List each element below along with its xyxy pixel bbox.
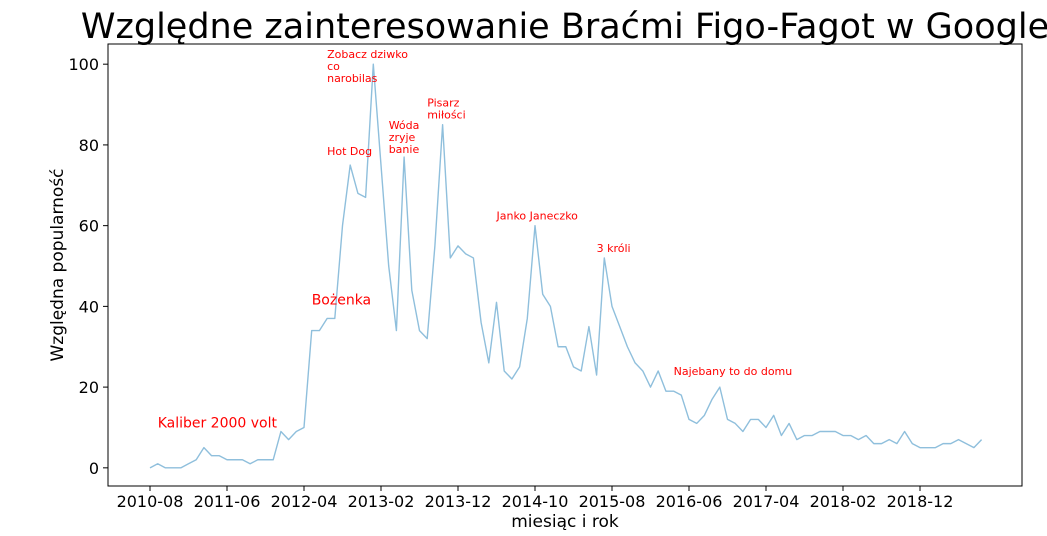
x-tick-label: 2014-10 [502,492,569,511]
x-tick-label: 2012-04 [271,492,338,511]
x-tick-label: 2018-02 [810,492,877,511]
x-tick-label: 2013-02 [348,492,415,511]
y-tick-label: 40 [79,297,99,316]
y-axis: 0 20 40 60 80 100 [68,55,108,478]
annotation: Janko Janeczko [496,210,579,223]
series-group [149,63,983,469]
y-tick-label: 0 [89,459,99,478]
x-tick-label: 2010-08 [117,492,184,511]
annotation: Bożenka [312,292,371,308]
annotation: Najebany to do domu [674,365,793,378]
y-tick-label: 100 [68,55,99,74]
x-tick-label: 2018-12 [887,492,954,511]
y-tick-label: 60 [79,217,99,236]
annotation: Wóda zryje banie [389,119,420,156]
annotations: Kaliber 2000 volt Bożenka Hot Dog Zobacz dz… [158,48,793,431]
y-tick-label: 80 [79,136,99,155]
x-tick-label: 2011-06 [194,492,261,511]
x-axis-label: miesiąc i rok [511,512,619,532]
series-line [149,63,983,469]
x-tick-label: 2017-04 [733,492,800,511]
x-tick-label: 2016-06 [656,492,723,511]
plot-area [107,43,1023,487]
x-tick-label: 2013-12 [425,492,492,511]
annotation: Hot Dog [327,145,372,158]
annotation: Kaliber 2000 volt [158,415,278,431]
annotation: 3 króli [597,242,631,255]
chart-title: Względne zainteresowanie Braćmi Figo-Fag… [81,7,1047,47]
x-tick-label: 2015-08 [579,492,646,511]
annotation: Pisarz miłości [427,97,465,122]
x-axis: 2010-08 2011-06 2012-04 2013-02 2013-12 2014-… [117,486,954,511]
y-tick-label: 20 [79,378,99,397]
annotation: Zobacz dziwko co narobilas [327,48,408,85]
y-axis-label: Względna popularność [48,168,68,361]
